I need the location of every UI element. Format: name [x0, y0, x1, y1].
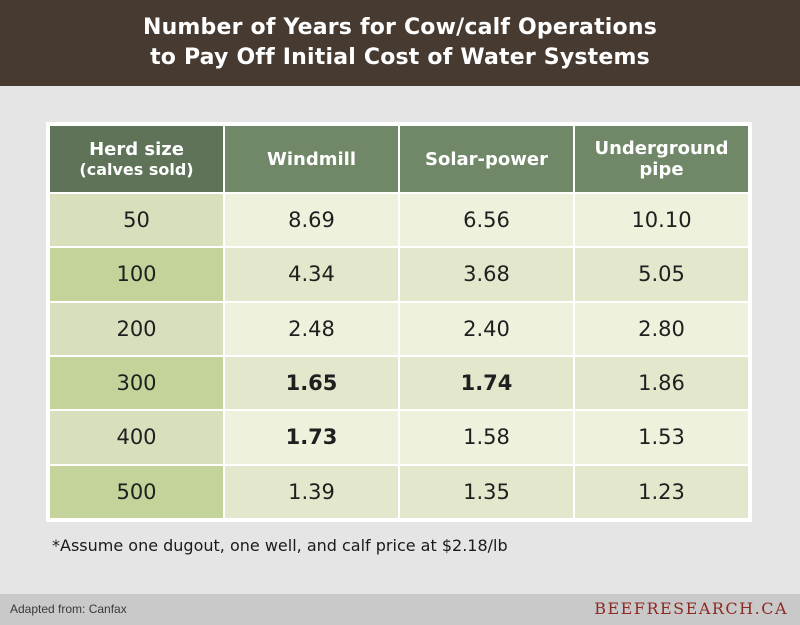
- value-text: 2.80: [638, 316, 685, 341]
- brand-link[interactable]: BEEFRESEARCH.CA: [594, 599, 788, 618]
- value-cell: 8.69: [225, 194, 398, 247]
- herd-size-cell: 50: [50, 194, 223, 247]
- column-header-label: Herd size: [89, 138, 184, 160]
- herd-size-cell: 300: [50, 356, 223, 410]
- value-cell: 2.48: [225, 302, 398, 355]
- column-header-label: Solar-power: [425, 148, 548, 170]
- value-text: 1.73: [285, 425, 338, 450]
- column-header-sublabel: (calves sold): [79, 159, 194, 179]
- column-header-windmill: Windmill: [225, 126, 398, 192]
- table-row: 50 8.69 6.56 10.10: [50, 194, 748, 247]
- value-cell: 5.05: [575, 248, 748, 301]
- value-cell: 10.10: [575, 194, 748, 247]
- herd-size-cell: 500: [50, 465, 223, 518]
- value-text: 5.05: [638, 262, 685, 287]
- value-text: 3.68: [463, 262, 510, 287]
- value-cell: 2.80: [575, 302, 748, 355]
- source-credit: Adapted from: Canfax: [10, 602, 127, 616]
- column-header-sublabel: pipe: [639, 159, 684, 180]
- value-text: 6.56: [463, 208, 510, 233]
- value-text: 1.86: [638, 371, 685, 396]
- value-text: 1.23: [638, 479, 685, 504]
- value-cell: 1.53: [575, 411, 748, 464]
- title-line-1: Number of Years for Cow/calf Operations: [142, 15, 658, 40]
- value-cell: 1.65: [225, 356, 398, 410]
- value-text: 8.69: [288, 208, 335, 233]
- value-text: 1.74: [460, 371, 513, 396]
- value-cell: 1.73: [225, 411, 398, 464]
- value-text: 1.58: [463, 425, 510, 450]
- footer-bar: Adapted from: Canfax BEEFRESEARCH.CA: [0, 594, 800, 625]
- table-header-row: Herd size (calves sold) Windmill Solar-p…: [50, 126, 748, 192]
- column-header-label: Underground: [594, 138, 729, 159]
- value-text: 1.65: [285, 371, 338, 396]
- table-row: 300 1.65 1.74 1.86: [50, 356, 748, 410]
- value-cell: 1.74: [400, 356, 573, 410]
- herd-size-cell: 100: [50, 248, 223, 301]
- value-text: 1.53: [638, 425, 685, 450]
- payoff-table: Herd size (calves sold) Windmill Solar-p…: [48, 124, 750, 520]
- data-table-container: Herd size (calves sold) Windmill Solar-p…: [46, 122, 752, 522]
- value-text: 1.35: [463, 479, 510, 504]
- table-row: 200 2.48 2.40 2.80: [50, 302, 748, 355]
- value-cell: 1.39: [225, 465, 398, 518]
- value-text: 1.39: [288, 479, 335, 504]
- value-text: 4.34: [288, 262, 335, 287]
- footnote: *Assume one dugout, one well, and calf p…: [52, 536, 508, 555]
- value-text: 2.48: [288, 316, 335, 341]
- table-row: 500 1.39 1.35 1.23: [50, 465, 748, 518]
- value-cell: 1.23: [575, 465, 748, 518]
- value-cell: 1.35: [400, 465, 573, 518]
- column-header-solar-power: Solar-power: [400, 126, 573, 192]
- table-body: 50 8.69 6.56 10.10 100 4.34 3.68 5.05 200 2.48 2.4…: [50, 194, 748, 518]
- value-cell: 2.40: [400, 302, 573, 355]
- value-text: 2.40: [463, 316, 510, 341]
- value-cell: 1.86: [575, 356, 748, 410]
- value-cell: 6.56: [400, 194, 573, 247]
- value-text: 10.10: [631, 208, 692, 233]
- table-row: 400 1.73 1.58 1.53: [50, 411, 748, 464]
- column-header-herd-size: Herd size (calves sold): [50, 126, 223, 192]
- title-banner: Number of Years for Cow/calf Operations …: [0, 0, 800, 86]
- value-cell: 4.34: [225, 248, 398, 301]
- herd-size-cell: 400: [50, 411, 223, 464]
- column-header-underground-pipe: Underground pipe: [575, 126, 748, 192]
- herd-size-cell: 200: [50, 302, 223, 355]
- value-cell: 3.68: [400, 248, 573, 301]
- title-line-2: to Pay Off Initial Cost of Water Systems: [150, 45, 650, 70]
- value-cell: 1.58: [400, 411, 573, 464]
- column-header-label: Windmill: [267, 148, 356, 170]
- table-row: 100 4.34 3.68 5.05: [50, 248, 748, 301]
